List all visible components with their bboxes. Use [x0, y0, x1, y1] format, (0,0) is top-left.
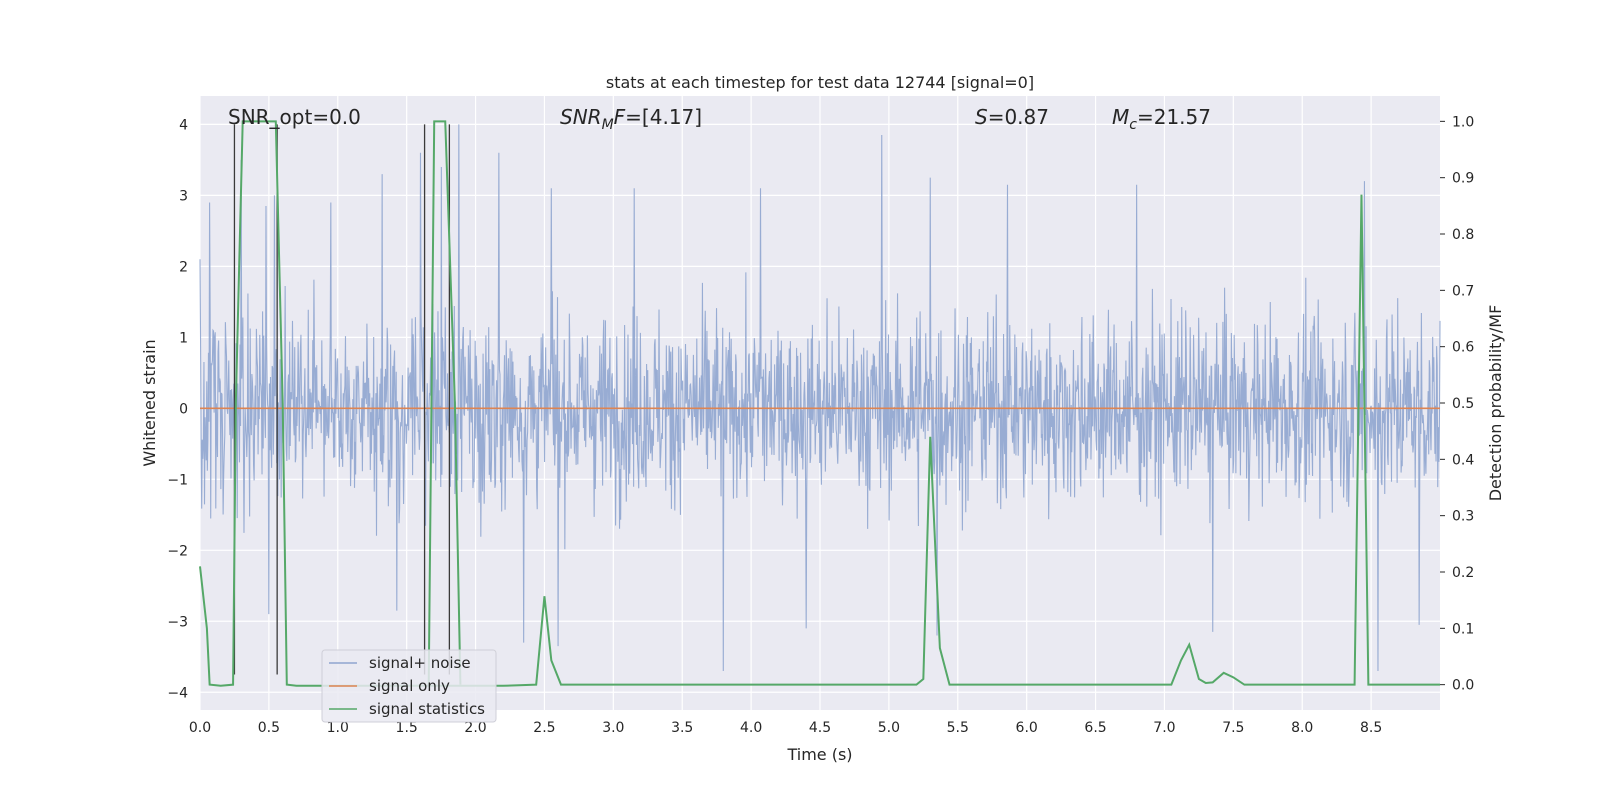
annotation-snr-mf-value: =[4.17] [625, 105, 702, 129]
annotation-snr-opt: SNR_opt=0.0 [228, 105, 361, 129]
x-tick-label: 3.0 [602, 720, 624, 736]
annotation-mc-symbol: M [1112, 105, 1129, 129]
y2-tick-label: 0.0 [1452, 678, 1474, 694]
x-tick-label: 8.0 [1291, 720, 1313, 736]
legend-label-stats: signal statistics [369, 700, 485, 718]
y2-tick-label: 0.4 [1452, 452, 1474, 468]
y-axis-ticks: 4 3 2 1 0 −1 −2 −3 −4 [167, 117, 188, 701]
legend: signal+ noise signal only signal statist… [321, 649, 497, 723]
annotation-mc-subscript: c [1129, 117, 1137, 133]
annotation-s-symbol: S [975, 105, 988, 129]
legend-label-signal: signal only [369, 677, 450, 695]
annotation-s-value: =0.87 [988, 105, 1049, 129]
annotation-snr-mf-symbol-2: F [614, 105, 626, 129]
y-tick-label: 0 [179, 401, 188, 417]
annotation-mc: Mc=21.57 [1112, 105, 1211, 133]
stats-line-burst [427, 120, 462, 685]
y2-tick-label: 0.1 [1452, 621, 1474, 637]
chart-title: stats at each timestep for test data 127… [606, 73, 1034, 92]
y2-tick-label: 0.9 [1452, 171, 1474, 187]
y-tick-label: 2 [179, 259, 188, 275]
x-tick-label: 6.5 [1084, 720, 1106, 736]
series-signal-statistics [199, 120, 1440, 687]
y-tick-label: −4 [167, 685, 188, 701]
y-tick-label: −2 [167, 543, 188, 559]
x-tick-label: 5.5 [947, 720, 969, 736]
y2-tick-label: 0.2 [1452, 565, 1474, 581]
x-axis-ticks: 0.0 0.5 1.0 1.5 2.0 2.5 3.0 3.5 4.0 4.5 5.0 5.5 6.0 6… [189, 720, 1382, 736]
x-tick-label: 3.5 [671, 720, 693, 736]
annotation-snr-mf: SNRMF=[4.17] [560, 105, 702, 133]
noise-line [199, 124, 1441, 671]
x-tick-label: 2.5 [533, 720, 555, 736]
x-tick-label: 7.0 [1153, 720, 1175, 736]
y2-tick-label: 0.6 [1452, 340, 1474, 356]
y2-tick-label: 0.7 [1452, 283, 1474, 299]
x-tick-label: 8.5 [1360, 720, 1382, 736]
y-axis-label: Whitened strain [140, 339, 159, 466]
y-tick-label: −1 [167, 472, 188, 488]
y-tick-label: 1 [179, 330, 188, 346]
y-tick-label: −3 [167, 614, 188, 630]
annotation-mc-value: =21.57 [1137, 105, 1211, 129]
x-tick-label: 1.5 [396, 720, 418, 736]
x-tick-label: 0.5 [258, 720, 280, 736]
y2-tick-label: 1.0 [1452, 114, 1474, 130]
y2-tick-label: 0.3 [1452, 509, 1474, 525]
x-tick-label: 4.5 [809, 720, 831, 736]
annotation-snr-mf-symbol: SNR [560, 105, 602, 129]
x-tick-label: 6.0 [1016, 720, 1038, 736]
x-tick-label: 5.0 [878, 720, 900, 736]
y-tick-label: 4 [179, 117, 188, 133]
y2-axis-ticks: 1.0 0.9 0.8 0.7 0.6 0.5 0.4 0.3 0.2 0.1 0.0 [1440, 114, 1474, 694]
x-tick-label: 7.5 [1222, 720, 1244, 736]
y-tick-label: 3 [179, 188, 188, 204]
x-tick-label: 0.0 [189, 720, 211, 736]
annotation-snr-mf-subscript: M [602, 117, 614, 133]
stats-line [199, 120, 1440, 687]
x-tick-label: 1.0 [327, 720, 349, 736]
annotation-s: S=0.87 [975, 105, 1049, 129]
x-tick-label: 2.0 [464, 720, 486, 736]
x-tick-label: 4.0 [740, 720, 762, 736]
legend-label-noise: signal+ noise [369, 654, 471, 672]
series-signal-plus-noise [199, 124, 1441, 671]
y2-tick-label: 0.5 [1452, 396, 1474, 412]
legend-frame [321, 649, 497, 723]
y2-tick-label: 0.8 [1452, 227, 1474, 243]
y2-axis-label: Detection probability/MF [1486, 305, 1505, 502]
x-axis-label: Time (s) [786, 745, 852, 764]
